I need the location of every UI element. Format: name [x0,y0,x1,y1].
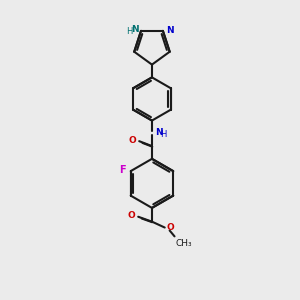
Text: F: F [119,165,126,175]
Text: H: H [126,27,132,36]
Text: O: O [128,211,135,220]
Text: N: N [131,26,139,34]
Text: N: N [155,128,163,137]
Text: H: H [160,130,166,139]
Text: O: O [167,223,174,232]
Text: O: O [128,136,136,145]
Text: CH₃: CH₃ [176,239,192,248]
Text: N: N [166,26,173,35]
